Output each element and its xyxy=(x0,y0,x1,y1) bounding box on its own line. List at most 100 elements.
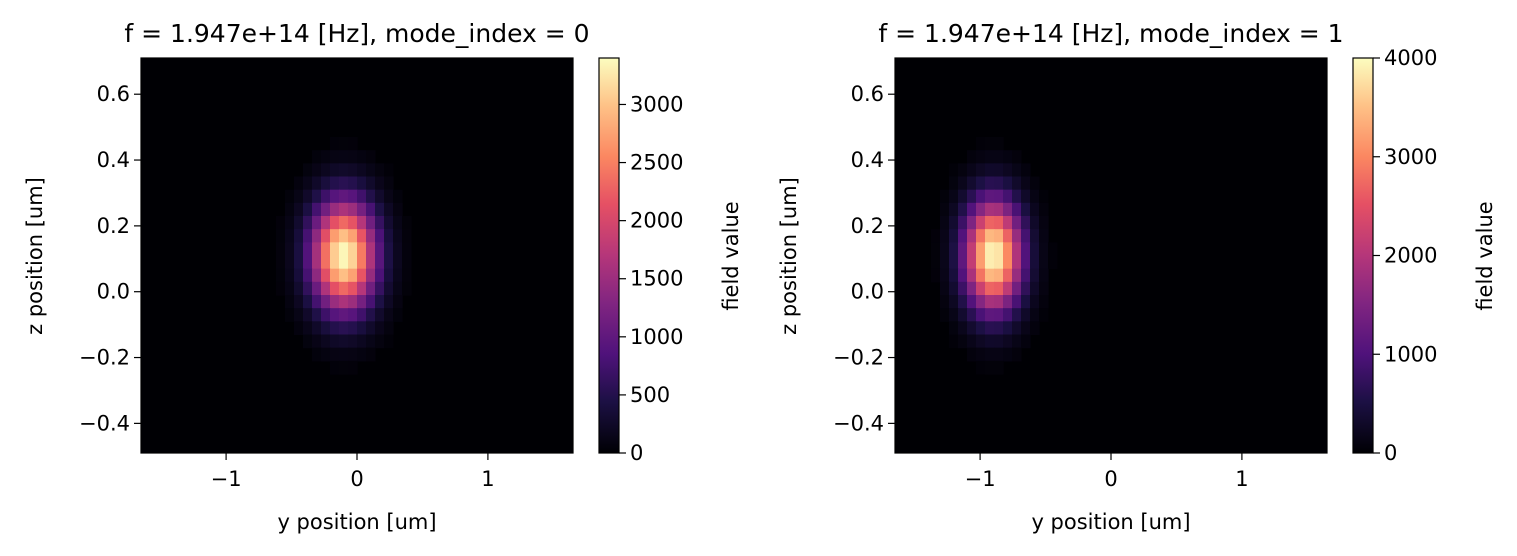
heatmap-cell xyxy=(1012,334,1022,349)
heatmap-cell xyxy=(1030,202,1040,217)
heatmap-cell xyxy=(339,281,349,296)
heatmap-cell xyxy=(1012,295,1022,309)
heatmap-cell xyxy=(312,163,322,178)
heatmap-cell xyxy=(321,308,331,322)
heatmap-cell xyxy=(348,216,358,230)
heatmap-cell xyxy=(1012,216,1022,230)
heatmap-cell xyxy=(321,202,331,217)
heatmap-cell xyxy=(321,163,331,178)
x-axis-label: y position [um] xyxy=(277,510,436,534)
heatmap-cell xyxy=(985,176,995,191)
heatmap-cell xyxy=(994,189,1004,204)
heatmap-cell xyxy=(985,347,995,362)
heatmap-cell xyxy=(357,163,367,178)
heatmap-cell xyxy=(967,347,977,362)
heatmap-cell xyxy=(1039,202,1049,217)
heatmap-cell xyxy=(976,137,986,151)
heatmap-cell xyxy=(994,163,1004,178)
heatmap-cell xyxy=(1021,308,1031,322)
y-tick-label: 0.0 xyxy=(851,280,884,304)
heatmap-cell xyxy=(375,334,385,349)
heatmap-cell xyxy=(976,163,986,178)
heatmap-cell xyxy=(985,281,995,296)
colorbar-tick-label: 2000 xyxy=(630,209,683,233)
heatmap-cell xyxy=(294,216,304,230)
heatmap-cell xyxy=(348,347,358,362)
heatmap-cell xyxy=(357,189,367,204)
heatmap-cell xyxy=(985,242,995,257)
heatmap-cell xyxy=(958,189,968,204)
heatmap-cell xyxy=(375,268,385,283)
heatmap-cell xyxy=(393,255,403,270)
heatmap-cell xyxy=(375,176,385,191)
heatmap-cell xyxy=(985,255,995,270)
plot-area xyxy=(140,57,574,454)
heatmap-cell xyxy=(1039,189,1049,204)
heatmap-cell xyxy=(357,281,367,296)
heatmap-cell xyxy=(1021,189,1031,204)
heatmap-cell xyxy=(321,255,331,270)
heatmap-cell xyxy=(294,255,304,270)
heatmap-cell xyxy=(994,360,1004,375)
heatmap-cell xyxy=(958,163,968,178)
heatmap-cell xyxy=(402,229,412,243)
heatmap-cell xyxy=(976,347,986,362)
heatmap-cell xyxy=(339,268,349,283)
heatmap-cell xyxy=(976,216,986,230)
heatmap-cell xyxy=(985,334,995,349)
heatmap-cell xyxy=(985,189,995,204)
heatmap-cell xyxy=(402,242,412,257)
heatmap-cell xyxy=(1030,268,1040,283)
heatmap-cell xyxy=(276,216,286,230)
x-tick-label: −1 xyxy=(211,467,242,491)
heatmap-cell xyxy=(348,202,358,217)
heatmap-cell xyxy=(384,216,394,230)
heatmap-cell xyxy=(967,242,977,257)
y-axis-label: z position [um] xyxy=(777,177,801,335)
heatmap-cell xyxy=(1021,216,1031,230)
heatmap-cell xyxy=(402,216,412,230)
heatmap-cell xyxy=(384,163,394,178)
heatmap-cell xyxy=(375,202,385,217)
heatmap-cell xyxy=(303,176,313,191)
heatmap-cell xyxy=(1012,229,1022,243)
heatmap-cell xyxy=(940,189,950,204)
heatmap-cell xyxy=(312,281,322,296)
heatmap-cell xyxy=(1021,268,1031,283)
heatmap-cell xyxy=(949,163,959,178)
heatmap-cell xyxy=(348,189,358,204)
heatmap-cell xyxy=(1021,163,1031,178)
heatmap-cell xyxy=(949,202,959,217)
heatmap-cell xyxy=(1021,321,1031,336)
heatmap-cell xyxy=(1021,281,1031,296)
heatmap-cell xyxy=(321,216,331,230)
colorbar-tick-label: 0 xyxy=(630,441,643,465)
heatmap-cell xyxy=(339,229,349,243)
heatmap-cell xyxy=(357,202,367,217)
heatmap-cell xyxy=(967,268,977,283)
heatmap-cell xyxy=(294,189,304,204)
heatmap-cell xyxy=(303,255,313,270)
heatmap-cell xyxy=(366,189,376,204)
heatmap-cell xyxy=(366,150,376,164)
heatmap-cell xyxy=(294,202,304,217)
heatmap-cell xyxy=(375,216,385,230)
heatmap-cell xyxy=(931,242,941,257)
heatmap-cell xyxy=(393,295,403,309)
heatmap-cell xyxy=(393,268,403,283)
heatmap-cell xyxy=(393,202,403,217)
heatmap-cell xyxy=(1003,321,1013,336)
heatmap-cell xyxy=(1012,268,1022,283)
heatmap-cell xyxy=(1030,216,1040,230)
heatmap-cell xyxy=(967,229,977,243)
x-tick-label: −1 xyxy=(965,467,996,491)
heatmap-cell xyxy=(321,347,331,362)
heatmap-cell xyxy=(1030,281,1040,296)
heatmap-cell xyxy=(285,189,295,204)
heatmap-cell xyxy=(976,150,986,164)
heatmap-cell xyxy=(1003,202,1013,217)
heatmap-cell xyxy=(366,242,376,257)
heatmap-cell xyxy=(958,242,968,257)
heatmap-cell xyxy=(967,189,977,204)
